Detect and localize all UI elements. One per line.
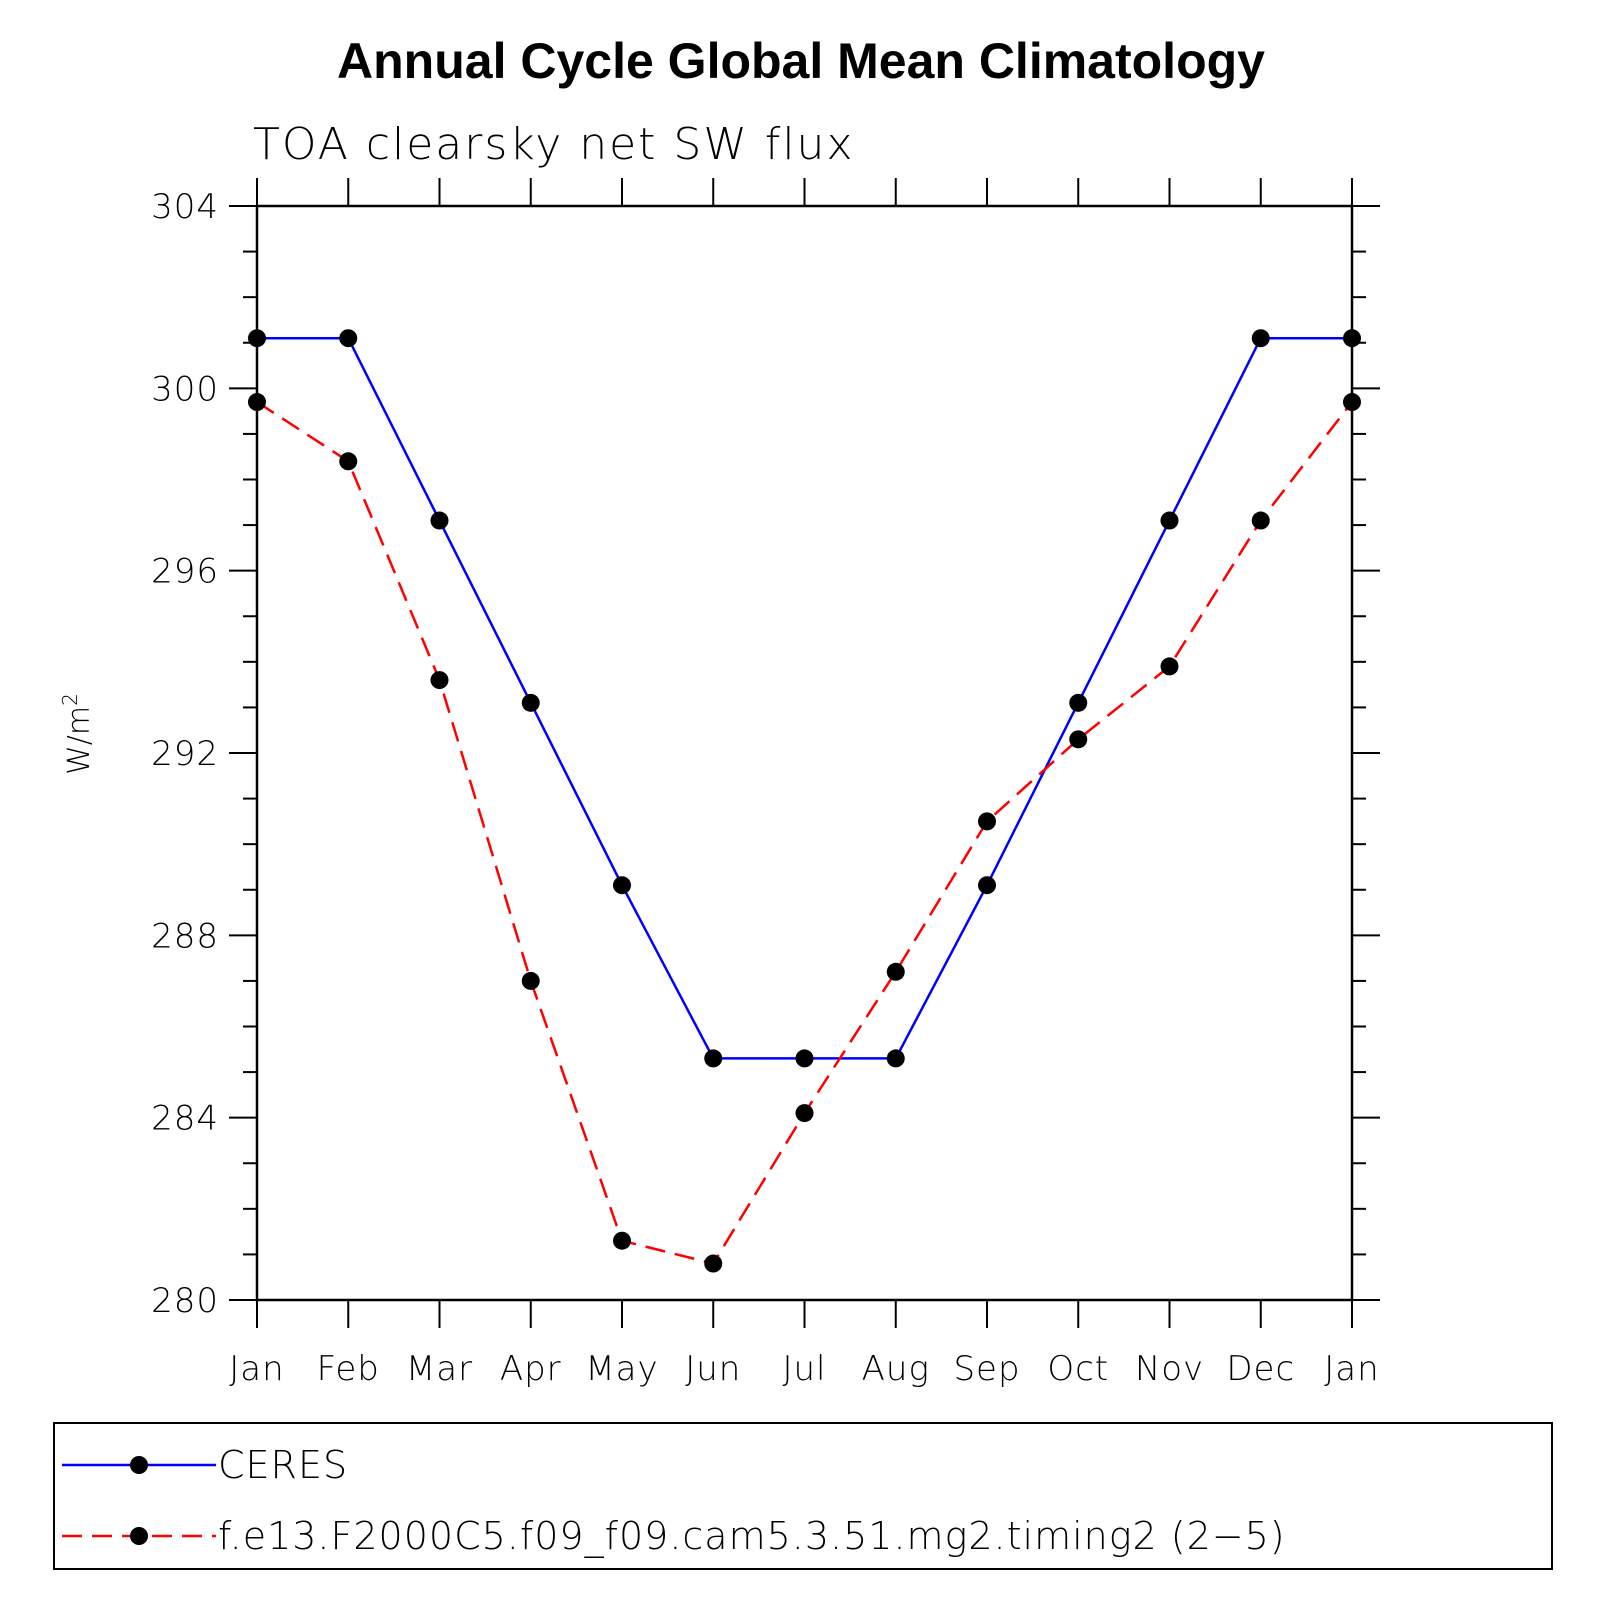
- series-line-0: [257, 336, 1352, 1060]
- series-1-point: [704, 1254, 723, 1273]
- y-tick-label: 280: [151, 1281, 219, 1321]
- x-tick-label: Jul: [782, 1349, 826, 1389]
- x-tick-label: Sep: [953, 1349, 1020, 1389]
- series-1-point: [978, 812, 996, 831]
- plot-frame: [255, 204, 1354, 1302]
- x-tick-label: Jan: [229, 1349, 284, 1389]
- y-axis-label: W/m: [62, 706, 97, 775]
- chart-title: Annual Cycle Global Mean Climatology: [337, 33, 1265, 89]
- series-1-point: [1160, 657, 1179, 676]
- series-0-point: [1343, 329, 1361, 348]
- y-axis-label-superscript: 2: [58, 693, 82, 706]
- legend-marker-ceres: [130, 1456, 148, 1474]
- series-0-point: [1251, 329, 1270, 348]
- x-tick-label: Mar: [406, 1349, 473, 1389]
- x-tick-label: Feb: [317, 1349, 380, 1389]
- series-0-point: [1160, 511, 1179, 530]
- series-1-point: [613, 1231, 631, 1250]
- series-1-point: [1251, 511, 1270, 530]
- series-0-point: [795, 1049, 814, 1068]
- x-tick-label: Jun: [685, 1349, 741, 1389]
- x-tick-label: Jan: [1324, 1349, 1379, 1389]
- svg-text:W/m2: W/m2: [58, 693, 97, 775]
- legend-box: [53, 1422, 1553, 1570]
- x-tick-label: May: [585, 1349, 658, 1389]
- series-1-point: [1069, 730, 1088, 749]
- x-tick-label: Dec: [1226, 1349, 1295, 1389]
- series-0-point: [613, 876, 631, 895]
- series-1-point: [886, 962, 905, 981]
- series-0-point: [978, 876, 996, 895]
- series-1-point: [521, 971, 540, 990]
- y-tick-label: 288: [151, 916, 219, 956]
- series-0-point: [521, 693, 540, 712]
- series-1-point: [248, 393, 266, 412]
- legend-label-model: f.e13.F2000C5.f09_f09.cam5.3.51.mg2.timi…: [218, 1514, 1286, 1559]
- series-1-point: [795, 1104, 814, 1123]
- series-layer: [248, 329, 1361, 1273]
- series-0-point: [1069, 693, 1088, 712]
- y-tick-label: 284: [151, 1099, 219, 1139]
- x-tick-label: Aug: [862, 1349, 930, 1389]
- series-line-1: [256, 400, 1353, 1265]
- series-0-point: [704, 1049, 723, 1068]
- series-1-point: [430, 671, 449, 690]
- y-tick-label: 304: [151, 187, 219, 227]
- y-axis-title: W/m2: [58, 693, 97, 775]
- x-tick-label: Nov: [1135, 1349, 1204, 1389]
- x-tick-label: Oct: [1047, 1349, 1109, 1389]
- series-0-point: [430, 511, 449, 530]
- series-1-point: [1343, 393, 1361, 412]
- plot-axes: 280 284 288 292 296 300 304 Jan Feb Mar Apr May Jun J…: [151, 178, 1380, 1389]
- y-tick-label: 292: [151, 734, 219, 774]
- series-1-point: [339, 452, 358, 471]
- x-tick-label: Apr: [500, 1349, 562, 1389]
- legend-marker-model: [130, 1527, 148, 1545]
- series-0-point: [339, 329, 358, 348]
- series-0-point: [886, 1049, 905, 1068]
- series-0-point: [248, 329, 266, 348]
- legend-label-ceres: CERES: [218, 1443, 348, 1487]
- y-tick-label: 300: [151, 369, 219, 409]
- chart-subtitle: TOA clearsky net SW flux: [253, 119, 854, 170]
- y-tick-label: 296: [151, 552, 219, 592]
- legend: CERES f.e13.F2000C5.f09_f09.cam5.3.51.mg…: [53, 1422, 1553, 1570]
